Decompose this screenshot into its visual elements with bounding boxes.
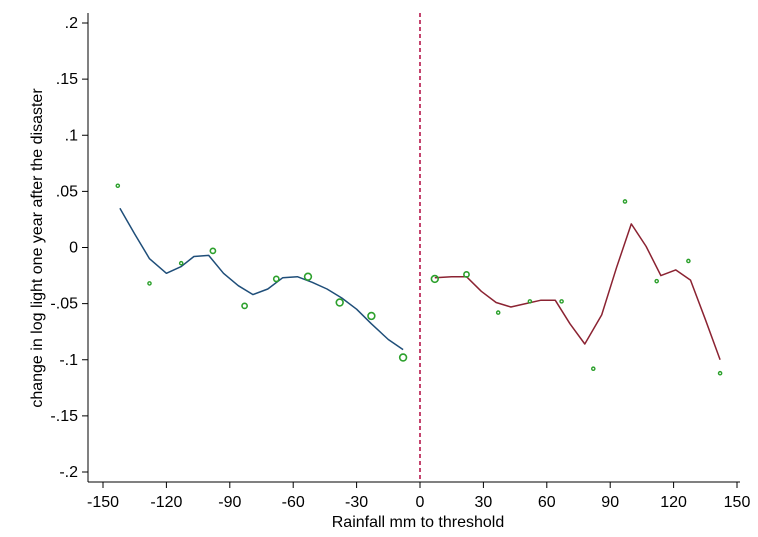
scatter-point bbox=[717, 370, 723, 376]
x-tick-label: -150 bbox=[87, 494, 119, 511]
y-tick-label: -.05 bbox=[50, 296, 78, 313]
x-tick-label: 90 bbox=[601, 494, 619, 511]
scatter-point bbox=[147, 281, 152, 286]
x-tick-label: 0 bbox=[416, 494, 425, 511]
x-axis-title: Rainfall mm to threshold bbox=[332, 514, 505, 531]
x-tick-label: 120 bbox=[660, 494, 687, 511]
scatter-point bbox=[430, 274, 439, 284]
series-line-1 bbox=[434, 223, 721, 361]
y-axis-title: change in log light one year after the d… bbox=[29, 88, 46, 408]
x-tick-label: -120 bbox=[150, 494, 182, 511]
y-tick-label: -.15 bbox=[50, 408, 78, 425]
x-tick-label: -30 bbox=[345, 494, 368, 511]
y-tick-label: .2 bbox=[65, 15, 78, 32]
scatter-point bbox=[209, 247, 217, 255]
scatter-points bbox=[115, 183, 723, 376]
y-tick-label: .1 bbox=[65, 127, 78, 144]
x-tick-label: 150 bbox=[724, 494, 751, 511]
scatter-point bbox=[559, 299, 564, 304]
scatter-point bbox=[654, 278, 659, 284]
scatter-point bbox=[367, 311, 376, 321]
y-tick-label: .05 bbox=[56, 183, 78, 200]
series-line-0 bbox=[119, 207, 404, 351]
x-tick-label: -60 bbox=[282, 494, 305, 511]
scatter-point bbox=[463, 271, 470, 278]
x-ticks: -150 -120 -90 -60 -30 0 30 60 90 120 150 bbox=[87, 482, 750, 511]
scatter-point bbox=[590, 366, 596, 372]
scatter-point bbox=[178, 260, 184, 266]
y-ticks: .2 .15 .1 .05 0 -.05 -.1 -.15 -.2 bbox=[50, 15, 88, 481]
scatter-point bbox=[335, 298, 344, 307]
scatter-point bbox=[303, 272, 313, 281]
y-tick-label: .15 bbox=[56, 71, 78, 88]
scatter-point bbox=[115, 183, 121, 189]
series-lines bbox=[119, 207, 721, 361]
scatter-point bbox=[272, 275, 280, 283]
y-tick-label: -.1 bbox=[59, 352, 78, 369]
x-tick-label: 30 bbox=[475, 494, 493, 511]
x-tick-label: -90 bbox=[218, 494, 241, 511]
scatter-point bbox=[241, 302, 248, 310]
scatter-point bbox=[495, 310, 501, 315]
scatter-point bbox=[686, 258, 691, 264]
scatter-point bbox=[398, 353, 408, 362]
scatter-point bbox=[622, 199, 628, 204]
y-tick-label: -.2 bbox=[59, 464, 78, 481]
scatter-point bbox=[527, 299, 533, 304]
x-tick-label: 60 bbox=[538, 494, 556, 511]
y-tick-label: 0 bbox=[69, 240, 78, 257]
